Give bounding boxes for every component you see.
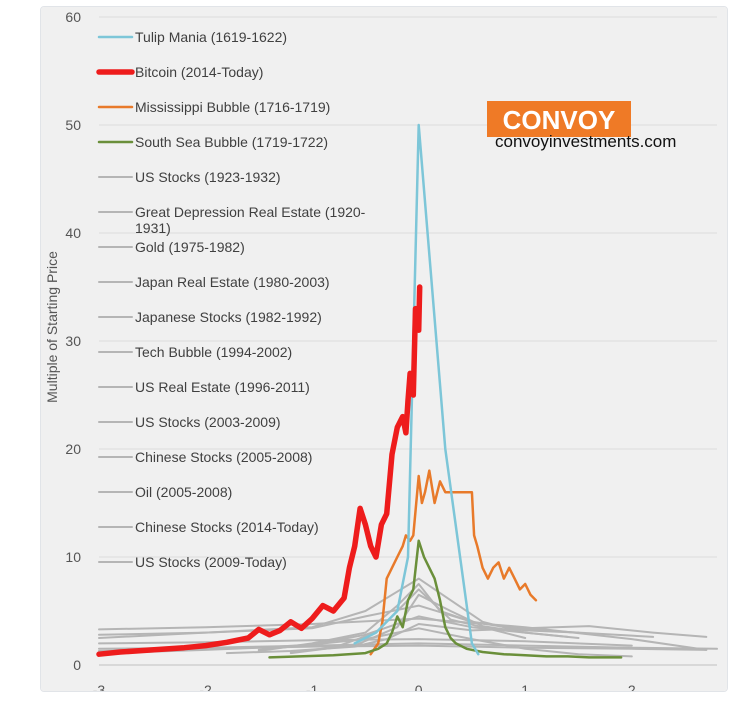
series-line-mississippi-bubble-1716-1719	[369, 469, 538, 656]
legend-label: Mississippi Bubble (1716-1719)	[135, 99, 330, 115]
bubble-comparison-chart: 0 10 20 30 40 50 60 -3 -2 -1 0 1 2 Multiple of Start…	[41, 7, 727, 691]
x-tick-label: 0	[415, 682, 423, 691]
legend-label: Bitcoin (2014-Today)	[135, 64, 263, 80]
x-tick-label: 2	[628, 682, 636, 691]
legend-label: Japan Real Estate (1980-2003)	[135, 274, 330, 290]
x-tick-label: -3	[93, 682, 106, 691]
y-axis-label: Multiple of Starting Price	[44, 251, 60, 403]
legend-label: Tech Bubble (1994-2002)	[135, 344, 292, 360]
x-tick-label: -2	[199, 682, 212, 691]
axis-ticks: 0 10 20 30 40 50 60 -3 -2 -1 0 1 2	[65, 9, 635, 691]
series-line-oil-2005-2008	[257, 615, 569, 651]
y-tick-label: 10	[65, 549, 81, 565]
legend-label: Tulip Mania (1619-1622)	[135, 29, 287, 45]
legend-label: US Real Estate (1996-2011)	[135, 379, 310, 395]
legend-label: Japanese Stocks (1982-1992)	[135, 309, 322, 325]
legend-label: US Stocks (1923-1932)	[135, 169, 281, 185]
legend: Tulip Mania (1619-1622) Bitcoin (2014-Tod…	[96, 29, 366, 570]
chart-card: 0 10 20 30 40 50 60 -3 -2 -1 0 1 2 Multiple of Start…	[40, 6, 728, 692]
series-line-us-stocks-2009-today	[98, 644, 708, 652]
y-tick-label: 50	[65, 117, 81, 133]
y-tick-label: 0	[73, 657, 81, 673]
legend-label: US Stocks (2003-2009)	[135, 414, 281, 430]
x-tick-label: -1	[306, 682, 319, 691]
y-tick-label: 20	[65, 441, 81, 457]
convoy-logo-box	[487, 101, 631, 137]
series-lines	[96, 123, 718, 659]
legend-label: Chinese Stocks (2005-2008)	[135, 449, 312, 465]
y-tick-label: 30	[65, 333, 81, 349]
legend-label: Chinese Stocks (2014-Today)	[135, 519, 319, 535]
series-line-south-sea-bubble-1719-1722	[268, 539, 623, 659]
y-tick-label: 40	[65, 225, 81, 241]
y-tick-label: 60	[65, 9, 81, 25]
series-line-great-depression-real-estate-1920-1931	[98, 638, 633, 647]
legend-label: Gold (1975-1982)	[135, 239, 245, 255]
x-tick-label: 1	[521, 682, 529, 691]
series-line-bitcoin-2014-today	[96, 284, 423, 657]
website-label: convoyinvestments.com	[495, 132, 676, 151]
legend-label: Great Depression Real Estate (1920-1931)	[135, 204, 366, 236]
convoy-logo: CONVOY	[503, 105, 616, 135]
legend-label: Oil (2005-2008)	[135, 484, 232, 500]
legend-label: South Sea Bubble (1719-1722)	[135, 134, 328, 150]
legend-label: US Stocks (2009-Today)	[135, 554, 287, 570]
series-line-japan-real-estate-1980-2003	[98, 617, 708, 651]
